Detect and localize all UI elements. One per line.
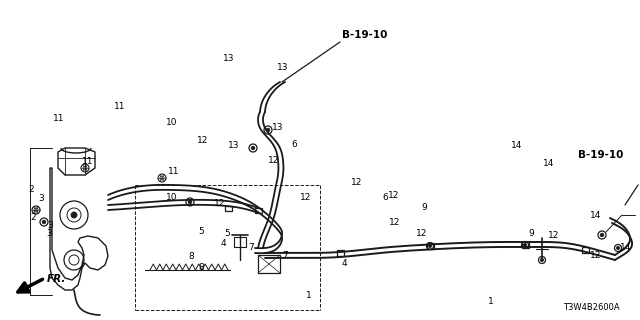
Text: 11: 11	[82, 157, 93, 166]
Text: 5: 5	[224, 229, 230, 238]
Circle shape	[251, 146, 255, 150]
Bar	[337, 250, 344, 256]
Text: 13: 13	[276, 63, 288, 72]
Circle shape	[266, 128, 270, 132]
Bar	[522, 242, 529, 248]
Bar	[225, 205, 232, 211]
Circle shape	[524, 244, 527, 247]
Text: 12: 12	[300, 194, 312, 203]
Text: 12: 12	[197, 136, 209, 145]
Circle shape	[428, 244, 431, 248]
Circle shape	[71, 212, 77, 218]
Text: 3: 3	[47, 221, 52, 230]
Text: 12: 12	[351, 178, 362, 187]
Text: 13: 13	[223, 54, 234, 63]
Text: 12: 12	[268, 156, 279, 165]
Text: 4: 4	[221, 239, 227, 248]
Text: 8: 8	[198, 263, 204, 273]
Bar	[255, 207, 262, 212]
Circle shape	[616, 246, 620, 250]
Text: 5: 5	[198, 227, 204, 236]
Text: 7: 7	[248, 243, 254, 252]
Text: 9: 9	[528, 229, 534, 238]
Circle shape	[188, 200, 192, 204]
Text: 2: 2	[30, 213, 36, 222]
Text: 14: 14	[590, 211, 602, 220]
Circle shape	[600, 233, 604, 237]
Bar	[426, 243, 433, 249]
Text: 14: 14	[511, 141, 522, 150]
Text: 9: 9	[421, 203, 427, 212]
Text: 11: 11	[168, 167, 179, 177]
Text: 6: 6	[291, 140, 297, 149]
Text: B-19-10: B-19-10	[342, 30, 387, 40]
Bar	[582, 247, 589, 253]
Text: 12: 12	[214, 199, 225, 209]
Text: 1: 1	[488, 298, 493, 307]
Text: 13: 13	[272, 124, 284, 132]
Text: 13: 13	[228, 141, 239, 150]
Text: 12: 12	[388, 190, 399, 199]
Circle shape	[42, 220, 46, 224]
Text: 10: 10	[166, 194, 177, 203]
Text: 12: 12	[590, 252, 602, 260]
Text: 4: 4	[342, 260, 348, 268]
Text: 12: 12	[548, 230, 559, 239]
Text: 14: 14	[620, 244, 632, 252]
Text: 8: 8	[189, 252, 195, 261]
Circle shape	[540, 259, 543, 261]
Text: 11: 11	[114, 102, 125, 111]
Text: 12: 12	[389, 218, 401, 227]
Text: FR.: FR.	[47, 274, 67, 284]
Text: 7: 7	[282, 251, 288, 260]
Text: B-19-10: B-19-10	[578, 150, 623, 160]
Text: 2: 2	[28, 185, 34, 194]
Text: 11: 11	[52, 114, 64, 123]
Bar	[234, 237, 246, 247]
Text: 6: 6	[382, 193, 388, 202]
Text: 3: 3	[38, 194, 44, 203]
Text: 12: 12	[416, 229, 428, 238]
Text: 14: 14	[543, 159, 554, 168]
Bar	[258, 255, 280, 273]
Text: T3W4B2600A: T3W4B2600A	[563, 303, 620, 312]
Text: 10: 10	[166, 118, 178, 127]
Text: 3: 3	[46, 229, 52, 238]
Text: 1: 1	[306, 292, 312, 300]
